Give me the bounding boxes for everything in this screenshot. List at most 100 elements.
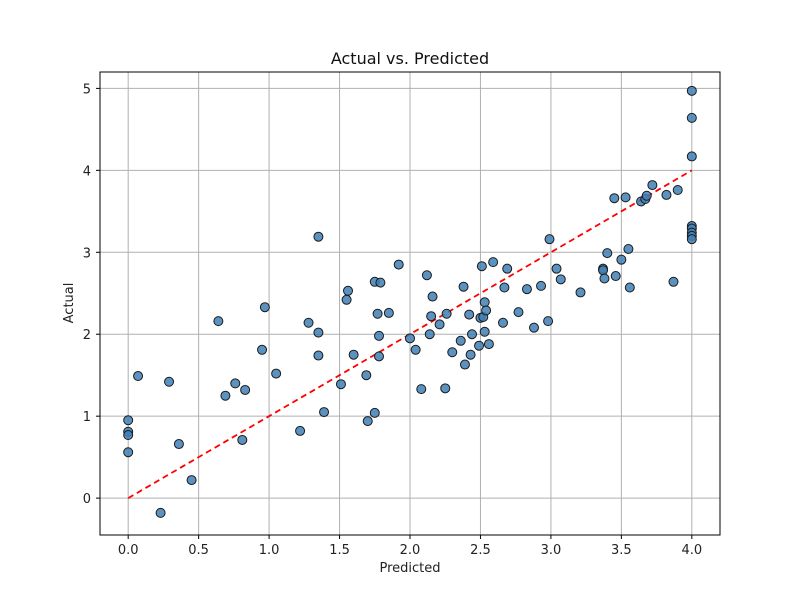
scatter-point xyxy=(372,308,383,319)
scatter-point xyxy=(257,344,268,355)
scatter-point xyxy=(426,311,437,322)
x-tick-label: 3.0 xyxy=(541,543,562,558)
scatter-point xyxy=(555,274,566,285)
y-axis: 0 1 2 3 4 5 xyxy=(83,82,100,507)
scatter-point xyxy=(416,384,427,395)
scatter-point xyxy=(551,263,562,274)
scatter-point xyxy=(647,180,658,191)
y-tick-label: 0 xyxy=(83,492,91,507)
scatter-point xyxy=(624,282,635,293)
y-tick-label: 4 xyxy=(83,164,91,179)
scatter-point xyxy=(483,339,494,350)
scatter-point xyxy=(447,347,458,358)
scatter-point xyxy=(465,349,476,360)
scatter-point xyxy=(313,231,324,242)
scatter-point xyxy=(303,317,314,328)
x-tick-label: 0.0 xyxy=(118,543,139,558)
scatter-point xyxy=(374,330,384,341)
scatter-point xyxy=(488,257,499,268)
y-tick-label: 2 xyxy=(83,328,91,343)
scatter-point xyxy=(686,112,697,123)
y-axis-label: Actual xyxy=(62,283,77,324)
scatter-point xyxy=(341,294,352,305)
scatter-point xyxy=(220,390,231,401)
scatter-point xyxy=(502,263,513,274)
scatter-point xyxy=(499,282,510,293)
scatter-point xyxy=(123,430,134,441)
scatter-point xyxy=(441,308,452,319)
scatter-point xyxy=(467,329,477,340)
scatter-point xyxy=(164,376,175,387)
scatter-point xyxy=(623,244,634,255)
x-tick-label: 0.5 xyxy=(188,543,209,558)
scatter-point xyxy=(434,319,445,330)
scatter-point xyxy=(481,305,492,316)
scatter-point xyxy=(133,371,144,382)
scatter-point xyxy=(319,407,330,418)
scatter-point xyxy=(362,416,373,427)
scatter-point xyxy=(213,316,224,327)
reference-line xyxy=(127,169,693,499)
scatter-point xyxy=(173,439,184,450)
scatter-point xyxy=(686,85,697,96)
scatter-point xyxy=(479,326,490,337)
scatter-point xyxy=(536,280,547,291)
scatter-point xyxy=(123,447,134,458)
scatter-point xyxy=(686,234,697,245)
scatter-point xyxy=(529,322,539,333)
scatter-point xyxy=(610,271,621,282)
scatter-point xyxy=(440,383,451,394)
chart-title: Actual vs. Predicted xyxy=(331,49,489,68)
scatter-point xyxy=(521,284,532,295)
scatter-point xyxy=(375,277,386,288)
scatter-point xyxy=(544,234,555,245)
scatter-point xyxy=(405,333,415,344)
scatter-point xyxy=(598,265,609,276)
scatter-point xyxy=(259,302,270,313)
scatter-point xyxy=(479,297,490,308)
scatter-point xyxy=(369,407,380,418)
scatter-point xyxy=(240,384,251,395)
scatter-point xyxy=(455,335,466,346)
scatter-point xyxy=(335,379,346,390)
scatter-point xyxy=(661,189,672,200)
scatter-point xyxy=(186,475,197,486)
scatter-point xyxy=(123,415,134,426)
scatter-point xyxy=(464,309,475,320)
scatter-point xyxy=(230,378,241,389)
scatter-points xyxy=(123,85,697,518)
scatter-point xyxy=(672,185,683,196)
scatter-point xyxy=(383,307,394,318)
scatter-point xyxy=(155,507,166,518)
scatter-point xyxy=(513,307,524,318)
scatter-point xyxy=(313,327,324,338)
scatter-point xyxy=(599,273,610,284)
scatter-point xyxy=(616,254,627,265)
scatter-point xyxy=(237,434,248,445)
scatter-point xyxy=(474,340,485,351)
y-tick-label: 1 xyxy=(83,410,91,425)
x-tick-label: 1.0 xyxy=(259,543,280,558)
scatter-point xyxy=(575,287,586,298)
scatter-point xyxy=(374,351,384,362)
scatter-point xyxy=(543,316,554,327)
scatter-point xyxy=(348,349,359,360)
x-axis: 0.0 0.5 1.0 1.5 2.0 2.5 3.0 3.5 4.0 xyxy=(118,535,702,558)
scatter-point xyxy=(421,270,432,281)
x-tick-label: 3.5 xyxy=(611,543,632,558)
scatter-point xyxy=(271,368,282,379)
y-tick-label: 3 xyxy=(83,246,91,261)
scatter-point xyxy=(313,350,324,361)
scatter-point xyxy=(620,192,631,203)
scatter-point xyxy=(498,317,508,328)
scatter-point xyxy=(393,259,404,270)
scatter-point xyxy=(343,285,353,296)
x-tick-label: 2.5 xyxy=(470,543,491,558)
scatter-point xyxy=(458,281,469,292)
reference-line-group xyxy=(127,169,693,499)
scatter-point xyxy=(361,370,372,381)
scatter-point xyxy=(295,425,306,436)
scatter-point xyxy=(476,261,487,272)
